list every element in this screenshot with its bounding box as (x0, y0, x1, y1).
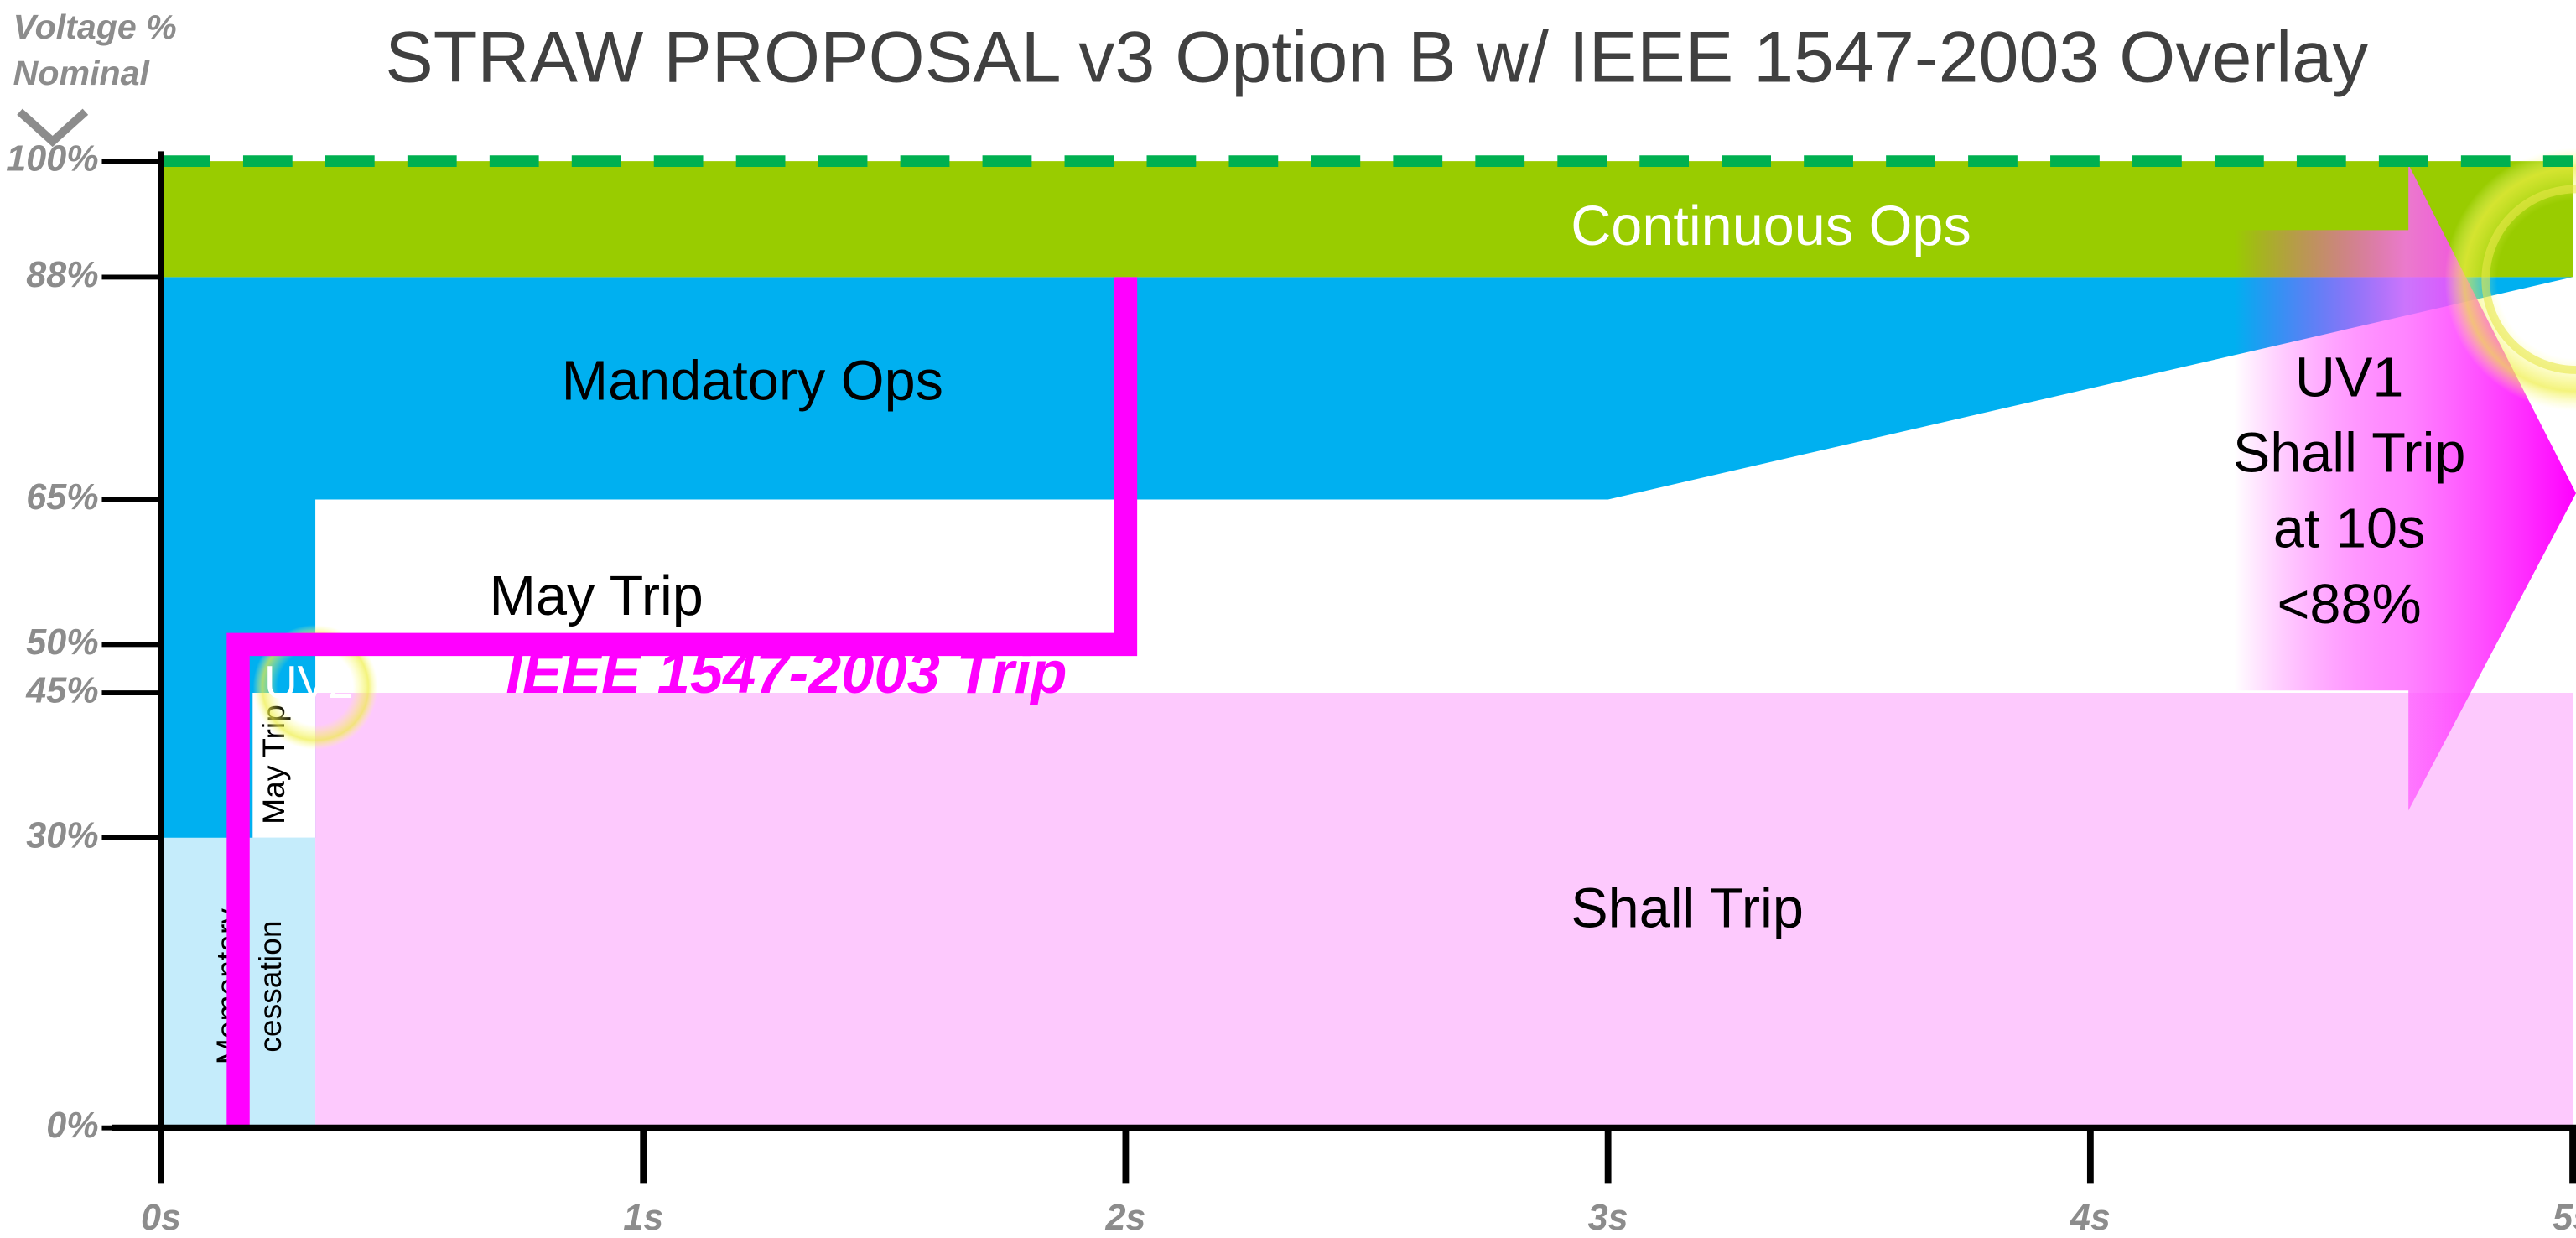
foreground: IEEE 1547-2003 Trip0%30%45%50%65%88%100%… (6, 138, 2576, 1238)
trip-line-label: IEEE 1547-2003 Trip (506, 639, 1067, 705)
y-tick-label: 30% (26, 815, 98, 856)
x-tick-label: 1s (623, 1198, 663, 1238)
region-area (161, 161, 2573, 278)
y-tick-label: 0% (46, 1105, 98, 1146)
trip-line (226, 277, 1138, 1128)
x-tick-label: 4s (2070, 1198, 2111, 1238)
x-tick-label: 5s (2553, 1198, 2576, 1238)
x-tick-label: 2s (1104, 1198, 1145, 1238)
y-tick-label: 65% (26, 477, 98, 518)
y-tick-label: 45% (25, 670, 98, 710)
chart-title: STRAW PROPOSAL v3 Option B w/ IEEE 1547-… (385, 17, 2368, 97)
region-label: cessation (252, 920, 288, 1052)
region-label: Shall Trip (1571, 877, 1804, 939)
region-area (315, 693, 2573, 1128)
uv1-label: Shall Trip (2233, 423, 2466, 485)
y-axis-label: Voltage % (13, 8, 177, 46)
region-label: Mandatory Ops (562, 350, 943, 412)
region-label: Continuous Ops (1571, 195, 1971, 257)
uv1-ring (2481, 185, 2576, 374)
uv1-label: <88% (2277, 574, 2422, 636)
y-tick-label: 50% (26, 622, 98, 663)
x-tick-label: 0s (141, 1198, 181, 1238)
y-axis-label: Nominal (13, 54, 151, 92)
y-tick-label: 88% (26, 255, 98, 295)
region-label: May Trip (490, 565, 704, 627)
uv2-label: UV2 (264, 656, 354, 708)
y-axis-chevron (17, 108, 89, 148)
region-area (315, 277, 2573, 694)
uv1-label: at 10s (2273, 498, 2425, 560)
uv1-label: UV1 (2295, 346, 2404, 408)
x-tick-label: 3s (1588, 1198, 1628, 1238)
uv1-glow (2444, 148, 2576, 411)
